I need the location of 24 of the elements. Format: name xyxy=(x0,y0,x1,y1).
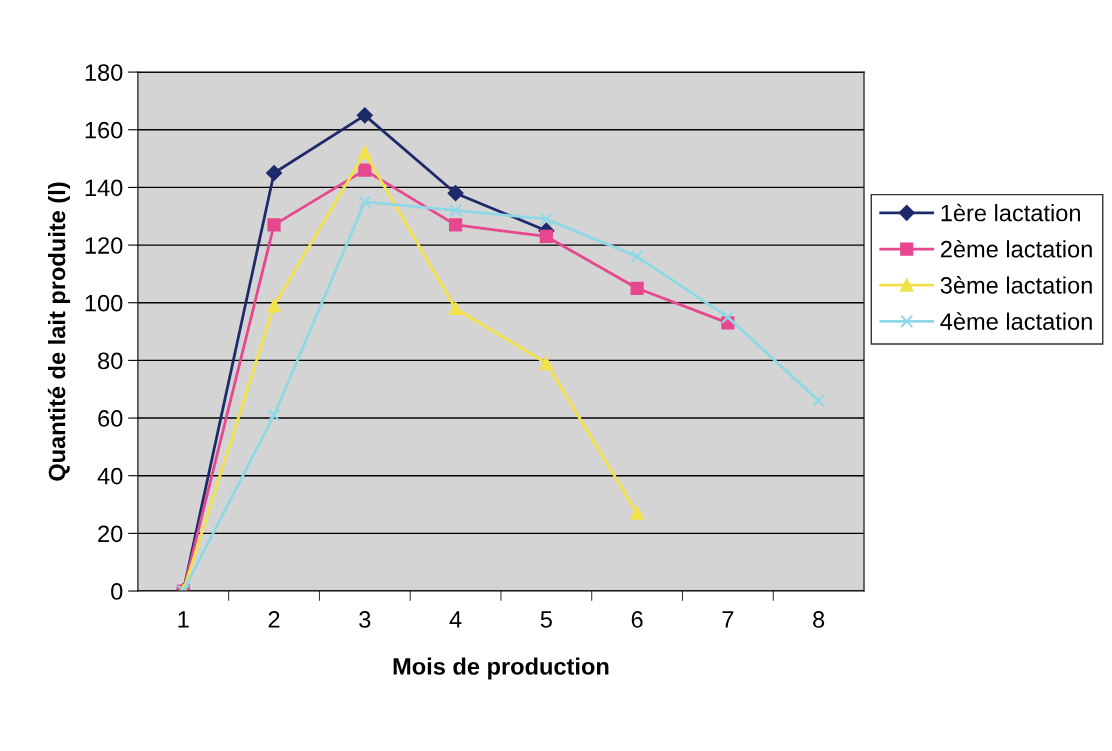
y-tick-label: 100 xyxy=(85,294,123,312)
y-tick-label: 20 xyxy=(98,525,123,543)
y-tick-label: 180 xyxy=(85,64,123,81)
legend-label: 1ère lactation xyxy=(941,203,1080,222)
y-tick-label: 60 xyxy=(98,410,123,427)
y-axis-title: Quantité de lait produite (l) xyxy=(47,182,71,481)
x-tick-label: 7 xyxy=(722,611,734,628)
y-tick-label: 160 xyxy=(85,121,123,139)
legend-label: 3ème lactation xyxy=(940,276,1092,294)
x-tick-label: 3 xyxy=(359,611,371,628)
legend-label: 2ème lactation xyxy=(940,239,1092,258)
x-tick-label: 5 xyxy=(540,611,552,628)
y-tick-label: 120 xyxy=(85,237,123,254)
x-tick-label: 1 xyxy=(178,611,189,628)
y-tick-label: 0 xyxy=(111,583,123,600)
legend-label: 4ème lactation xyxy=(940,312,1092,330)
x-axis-title: Mois de production xyxy=(393,657,609,680)
y-tick-label: 140 xyxy=(85,179,123,197)
x-tick-label: 8 xyxy=(813,611,825,628)
x-tick-label: 2 xyxy=(268,611,280,628)
x-tick-label: 4 xyxy=(449,611,462,628)
y-tick-label: 40 xyxy=(97,467,123,485)
x-tick-label: 6 xyxy=(631,611,643,628)
y-tick-label: 80 xyxy=(98,352,123,370)
